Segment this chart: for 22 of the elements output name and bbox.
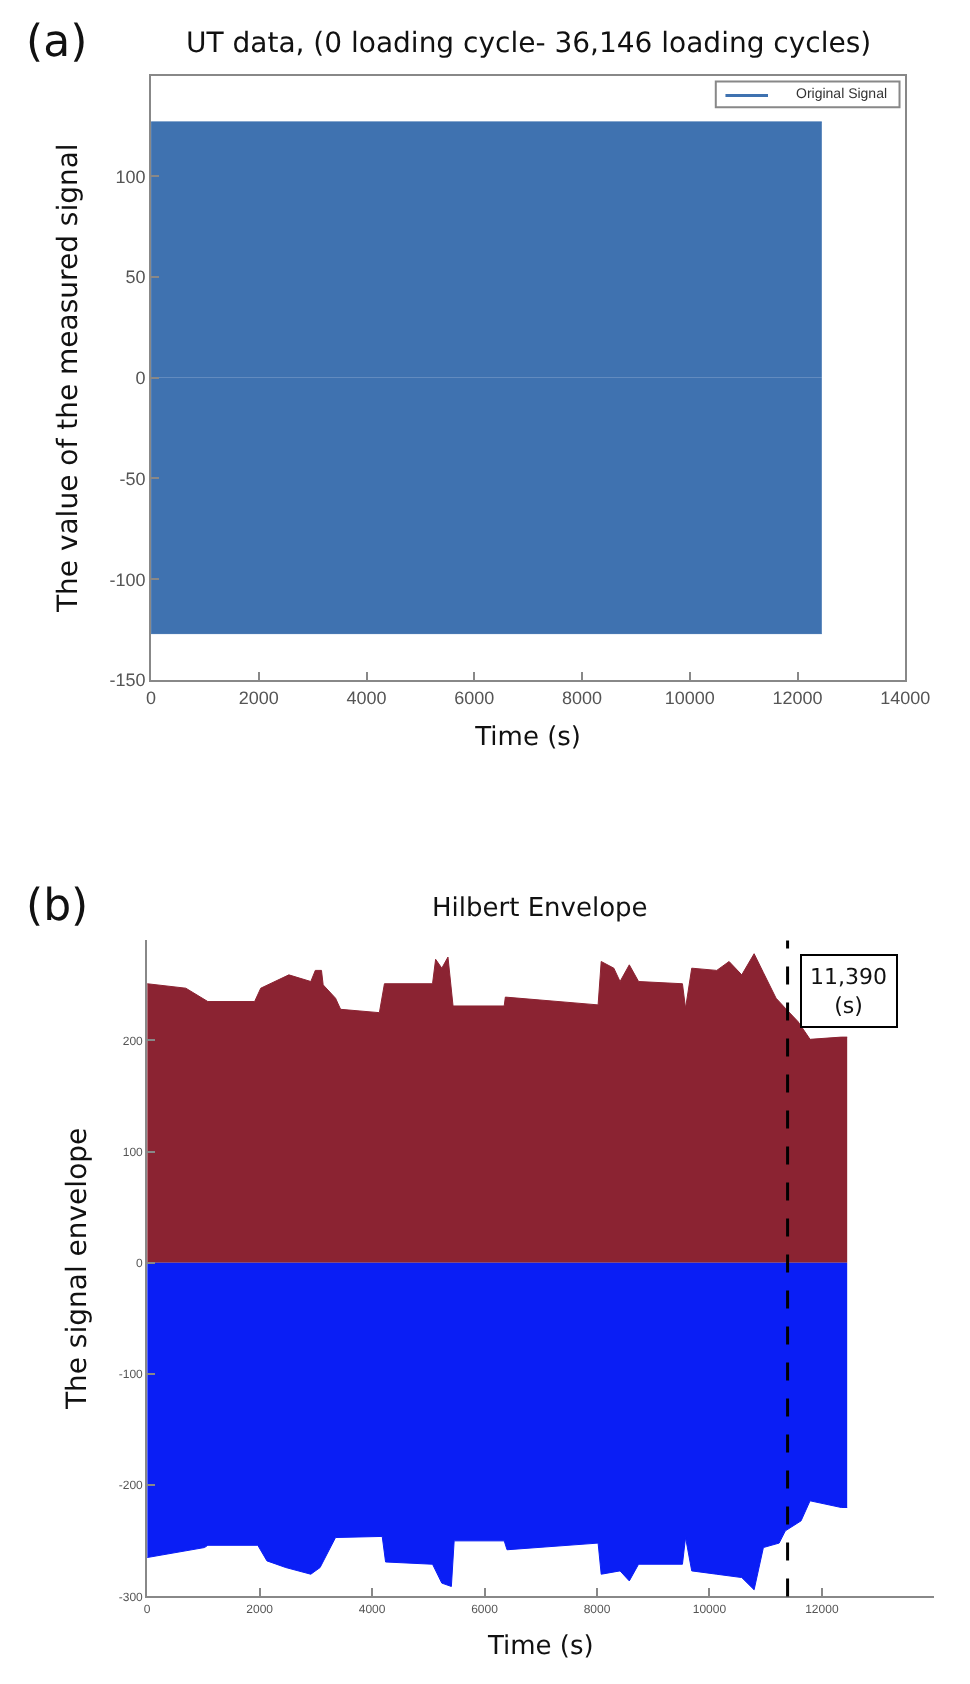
x-tick-label: 14000 [880, 687, 931, 708]
y-tick-label: 50 [125, 267, 146, 288]
x-tick-label: 10000 [664, 687, 715, 708]
x-tick-label: 4000 [346, 687, 387, 708]
y-axis-title: The signal envelope [61, 1127, 94, 1412]
y-tick-label: -150 [109, 670, 146, 691]
chart-title: Hilbert Envelope [432, 894, 648, 924]
y-tick-label: -100 [109, 569, 146, 590]
y-tick-label: 0 [135, 368, 146, 389]
x-axis-title: Time (s) [485, 1632, 594, 1663]
text: (b) [26, 882, 89, 932]
text: (a) [26, 18, 88, 68]
y-axis-title: The value of the measured signal [52, 143, 85, 615]
x-tick-label: 8000 [562, 687, 603, 708]
x-axis-title: Time (s) [473, 722, 582, 753]
ref-line-label: 11,390 (s) [810, 964, 887, 1019]
chart-title: UT data, (0 loading cycle- 36,146 loading cycles) [186, 28, 872, 60]
x-tick-label: 6000 [454, 687, 495, 708]
y-tick-label: 100 [115, 166, 146, 187]
y-tick-label: -50 [119, 468, 146, 489]
x-tick-label: 12000 [772, 687, 823, 708]
x-tick-label: 2000 [238, 687, 279, 708]
